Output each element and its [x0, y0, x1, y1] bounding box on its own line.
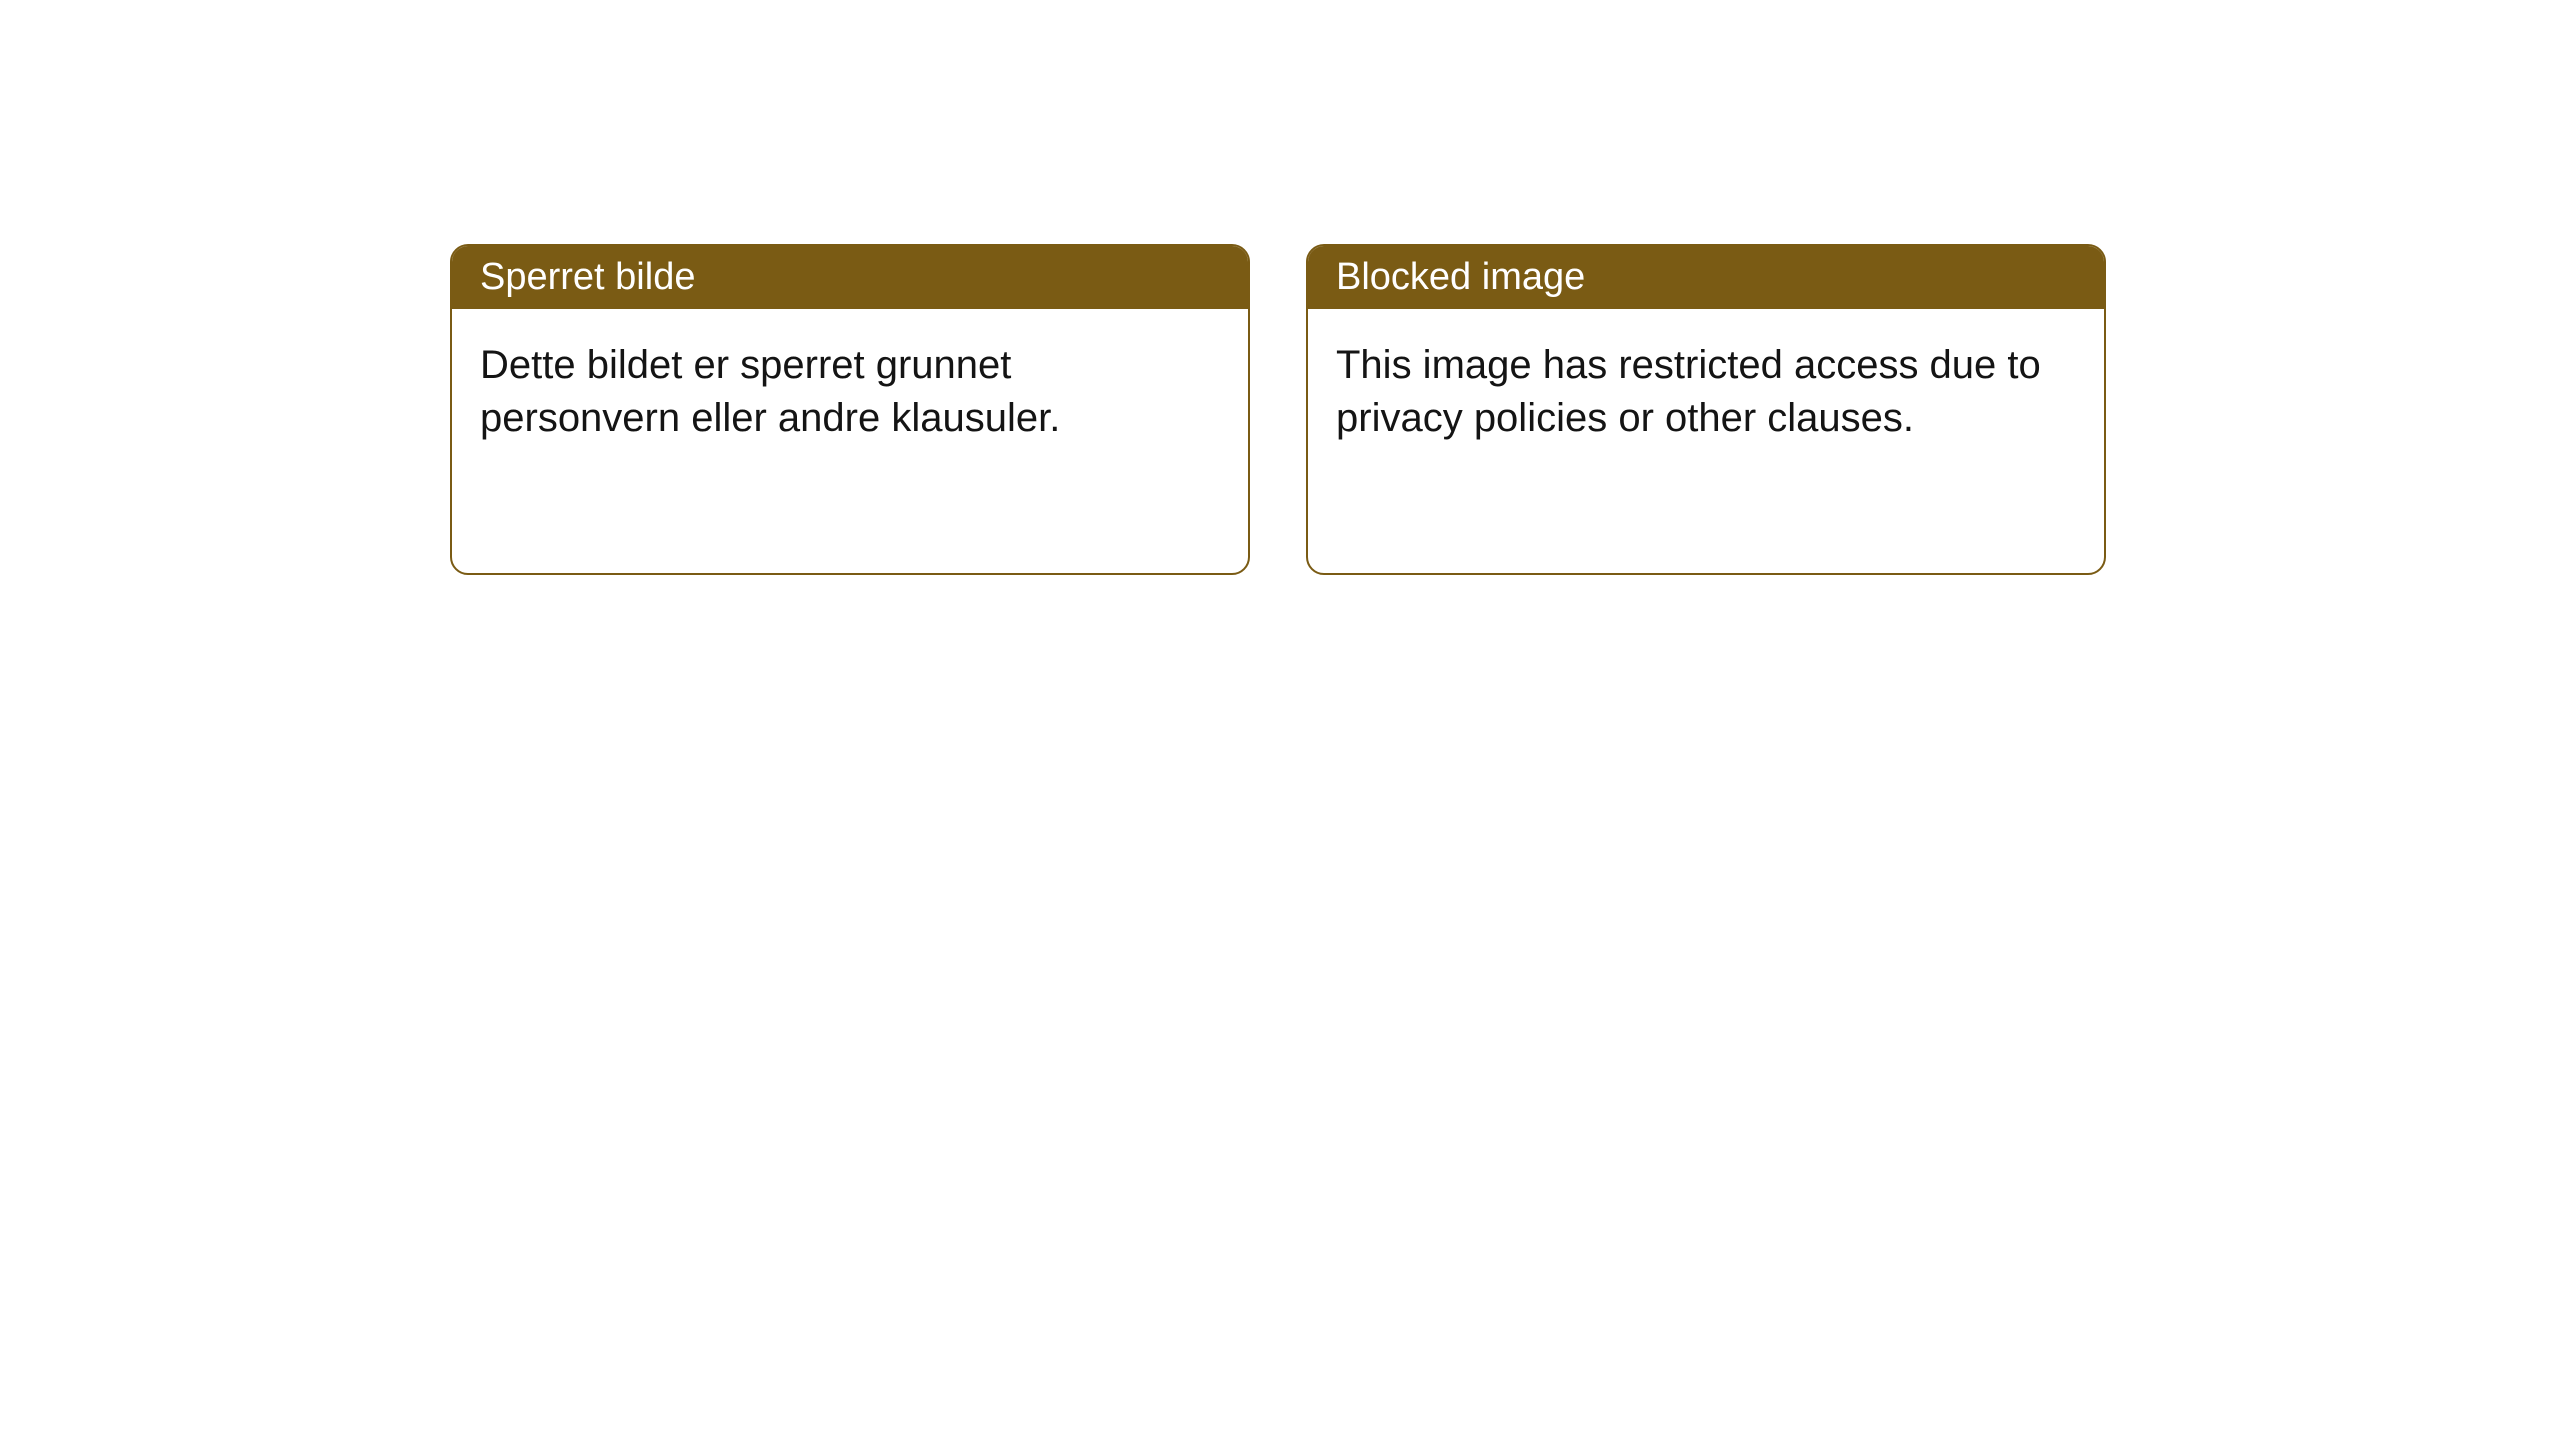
notice-header: Blocked image [1308, 246, 2104, 309]
notice-title: Blocked image [1336, 256, 1585, 298]
notice-body: This image has restricted access due to … [1308, 309, 2104, 573]
notice-body: Dette bildet er sperret grunnet personve… [452, 309, 1248, 573]
notice-message: Dette bildet er sperret grunnet personve… [480, 343, 1060, 440]
notice-header: Sperret bilde [452, 246, 1248, 309]
notice-card-english: Blocked image This image has restricted … [1306, 244, 2106, 575]
notice-title: Sperret bilde [480, 256, 695, 298]
notice-cards-container: Sperret bilde Dette bildet er sperret gr… [450, 244, 2106, 575]
notice-message: This image has restricted access due to … [1336, 343, 2041, 440]
notice-card-norwegian: Sperret bilde Dette bildet er sperret gr… [450, 244, 1250, 575]
